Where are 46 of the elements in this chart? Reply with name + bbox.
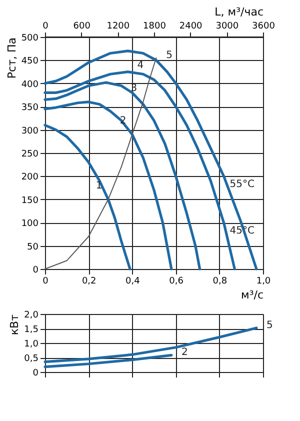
y-tick-label: 1,5 (24, 325, 38, 335)
annotation: 55°C (230, 179, 254, 190)
y-axis-title: Рст, Па (5, 38, 18, 79)
x2-tick-label: 0 (42, 22, 49, 32)
x-tick-label: 0,4 (126, 276, 140, 286)
y-tick-label: 1,0 (24, 340, 39, 350)
x-axis-title: м³/с (241, 288, 264, 302)
y-tick-label: 400 (21, 80, 39, 90)
y-tick-label: 0 (32, 368, 39, 378)
y-tick-label: 350 (21, 103, 39, 114)
x-tick-label: 0 (42, 276, 49, 286)
annotation: 2 (181, 347, 188, 358)
y-tick-label: 2,0 (24, 310, 39, 320)
line-series (44, 50, 258, 270)
x-tick-label: 1,0 (256, 276, 271, 286)
y-tick-label: 200 (21, 172, 39, 183)
x-tick-label: 0,6 (169, 276, 184, 286)
y-tick-label: 300 (21, 126, 39, 136)
y-tick-label: 250 (21, 150, 39, 160)
y-tick-label: 150 (21, 196, 39, 206)
y-tick-label: 100 (21, 219, 39, 230)
x2-tick-label: 3600 (252, 22, 276, 32)
y-tick-label: 500 (21, 34, 39, 44)
annotation: 5 (166, 50, 173, 61)
line-series (44, 124, 132, 270)
x2-tick-label: 1800 (143, 22, 166, 32)
x2-tick-label: 3000 (216, 22, 239, 32)
line-series (44, 100, 173, 270)
x-tick-label: 0,2 (82, 276, 96, 286)
x2-tick-label: 600 (73, 22, 91, 32)
x-tick-label: 0,8 (212, 276, 228, 286)
y-tick-label: 0,5 (24, 354, 38, 364)
y-tick-label: 50 (27, 242, 39, 252)
line-series (44, 326, 258, 364)
annotation: 4 (137, 60, 144, 71)
line-series (44, 57, 157, 270)
line-series (44, 354, 173, 368)
y-axis-title: кВт (8, 314, 22, 336)
x2-tick-label: 2400 (179, 22, 203, 32)
x2-tick-label: 1200 (106, 22, 130, 32)
y-tick-label: 450 (21, 56, 39, 67)
annotation: 5 (266, 320, 273, 331)
x2-axis-title: L, м³/час (214, 6, 264, 18)
annotation: 1 (96, 180, 102, 192)
annotation: 2 (120, 115, 126, 126)
y-tick-label: 0 (32, 266, 39, 276)
